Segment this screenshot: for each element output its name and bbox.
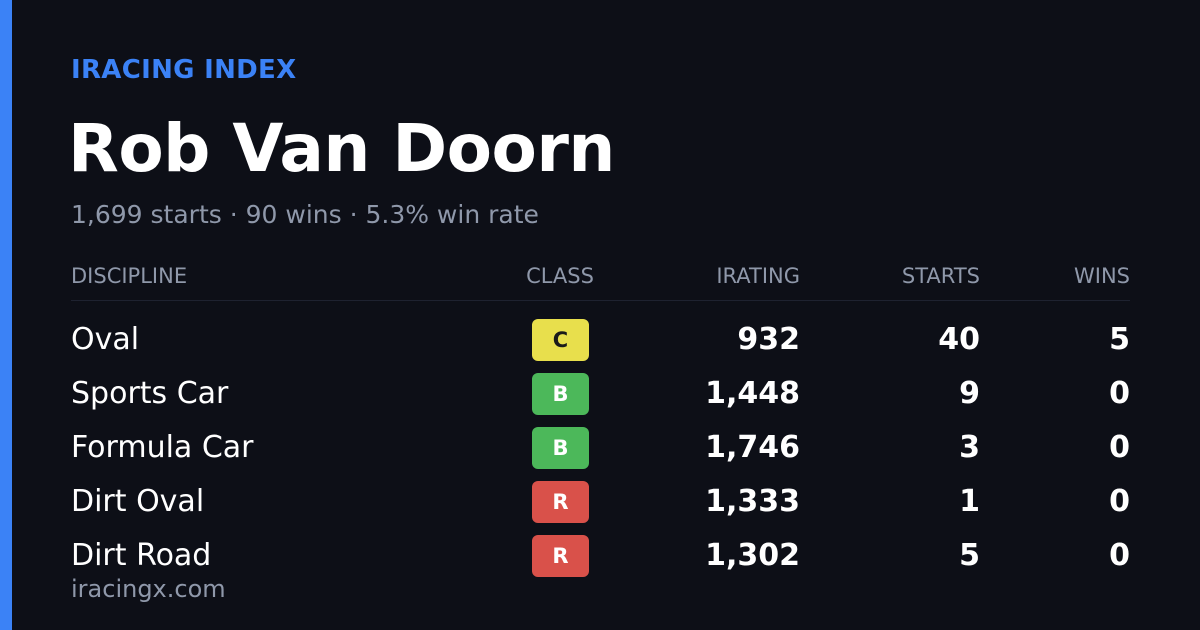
license-class-badge: C — [532, 319, 589, 361]
starts-value: 1 — [959, 484, 980, 519]
discipline-name: Dirt Road — [71, 538, 212, 573]
license-class-badge: R — [532, 535, 589, 577]
wins-value: 0 — [1109, 430, 1130, 465]
starts-value: 40 — [938, 322, 980, 357]
column-header-class: CLASS — [526, 264, 594, 288]
table-row: Sports Car B 1,448 9 0 — [0, 367, 1200, 421]
irating-value: 1,746 — [705, 430, 800, 465]
accent-bar — [0, 0, 12, 630]
irating-value: 1,333 — [705, 484, 800, 519]
column-header-discipline: DISCIPLINE — [71, 264, 188, 288]
column-header-wins: WINS — [1074, 264, 1130, 288]
table-row: Oval C 932 40 5 — [0, 313, 1200, 367]
table-row: Dirt Road R 1,302 5 0 — [0, 529, 1200, 583]
license-class-badge: R — [532, 481, 589, 523]
starts-value: 5 — [959, 538, 980, 573]
discipline-name: Sports Car — [71, 376, 229, 411]
discipline-name: Dirt Oval — [71, 484, 205, 519]
column-header-irating: IRATING — [716, 264, 800, 288]
irating-value: 932 — [737, 322, 800, 357]
driver-summary: 1,699 starts · 90 wins · 5.3% win rate — [71, 200, 539, 229]
wins-value: 0 — [1109, 538, 1130, 573]
discipline-name: Formula Car — [71, 430, 254, 465]
starts-value: 9 — [959, 376, 980, 411]
irating-value: 1,448 — [705, 376, 800, 411]
license-class-badge: B — [532, 427, 589, 469]
brand-title: IRACING INDEX — [71, 55, 297, 85]
site-url: iracingx.com — [71, 575, 226, 603]
column-header-starts: STARTS — [901, 264, 980, 288]
wins-value: 0 — [1109, 376, 1130, 411]
driver-name: Rob Van Doorn — [68, 110, 615, 187]
discipline-name: Oval — [71, 322, 140, 357]
table-row: Formula Car B 1,746 3 0 — [0, 421, 1200, 475]
license-class-badge: B — [532, 373, 589, 415]
wins-value: 5 — [1109, 322, 1130, 357]
header-divider — [71, 300, 1130, 301]
table-row: Dirt Oval R 1,333 1 0 — [0, 475, 1200, 529]
wins-value: 0 — [1109, 484, 1130, 519]
irating-value: 1,302 — [705, 538, 800, 573]
starts-value: 3 — [959, 430, 980, 465]
